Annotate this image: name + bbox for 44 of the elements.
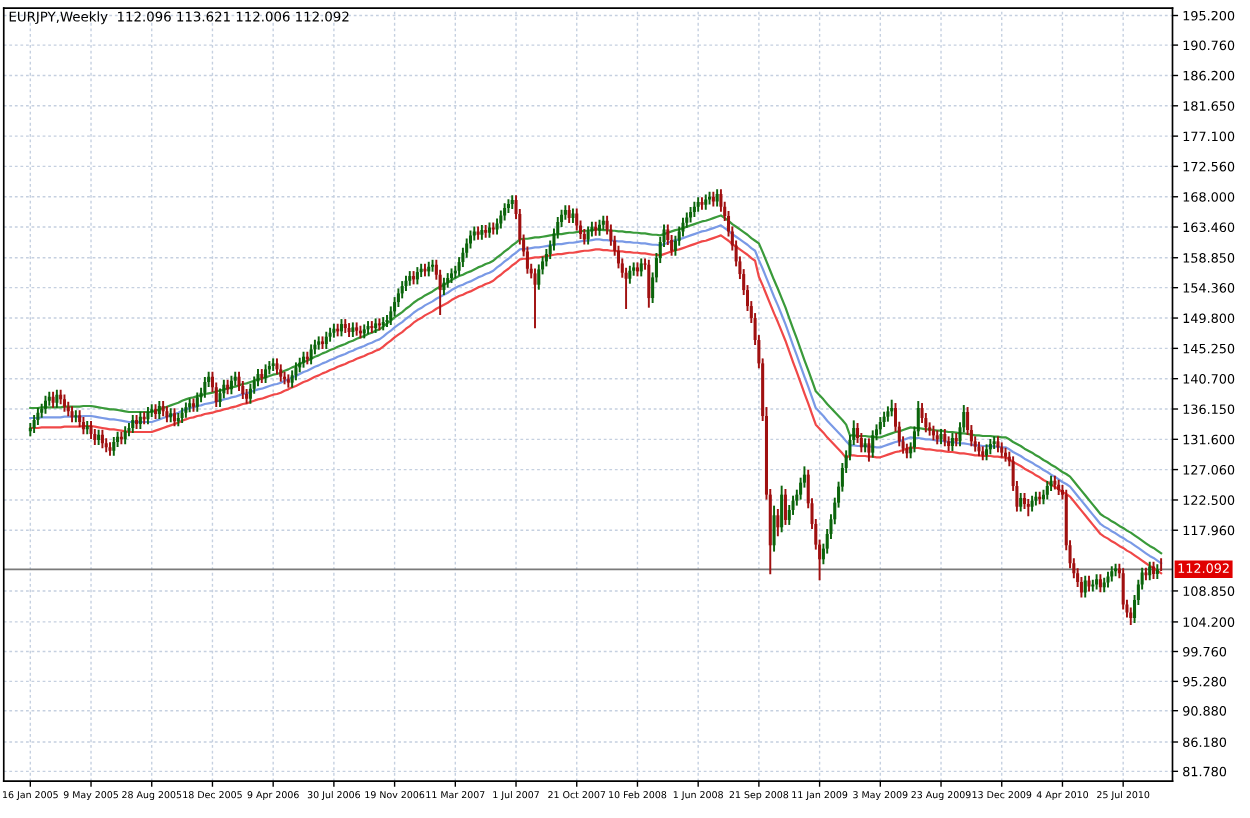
candlestick: [1026, 499, 1030, 517]
candlestick: [150, 404, 154, 417]
candlestick: [1083, 575, 1087, 598]
candlestick: [203, 377, 207, 398]
candlestick: [377, 318, 381, 331]
candlestick: [419, 263, 423, 278]
candlestick: [780, 485, 784, 533]
candlestick: [1079, 576, 1083, 598]
candlestick: [85, 421, 89, 435]
candlestick: [366, 321, 370, 335]
candlestick: [476, 226, 480, 240]
candlestick: [28, 423, 32, 437]
candlestick: [575, 208, 579, 231]
candlestick: [772, 505, 776, 552]
candlestick: [267, 361, 271, 375]
candlestick: [320, 336, 325, 350]
candlestick: [867, 438, 871, 462]
candlestick: [381, 317, 385, 331]
candlestick: [412, 271, 416, 285]
candlestick: [537, 264, 541, 290]
candlestick: [776, 509, 780, 537]
candlestick: [484, 225, 488, 238]
candlestick: [1091, 579, 1095, 592]
candlestick: [890, 399, 894, 417]
candlestick: [74, 410, 78, 423]
candlestick: [108, 442, 112, 456]
candlestick: [491, 222, 495, 235]
candlestick: [355, 322, 359, 336]
candlestick: [370, 321, 374, 334]
candlestick: [431, 259, 435, 272]
candlestick: [317, 336, 321, 350]
candlestick: [1121, 568, 1125, 610]
candlestick: [127, 423, 131, 437]
candlestick: [871, 430, 875, 458]
candlestick: [286, 374, 290, 388]
candlestick: [700, 197, 704, 210]
candlestick: [632, 262, 636, 276]
candlestick: [647, 259, 651, 308]
candlestick: [954, 433, 958, 447]
candlestick: [271, 358, 275, 371]
candlestick: [783, 489, 787, 525]
candlestick: [533, 268, 537, 329]
candlestick: [992, 436, 996, 449]
candlestick: [176, 413, 180, 427]
